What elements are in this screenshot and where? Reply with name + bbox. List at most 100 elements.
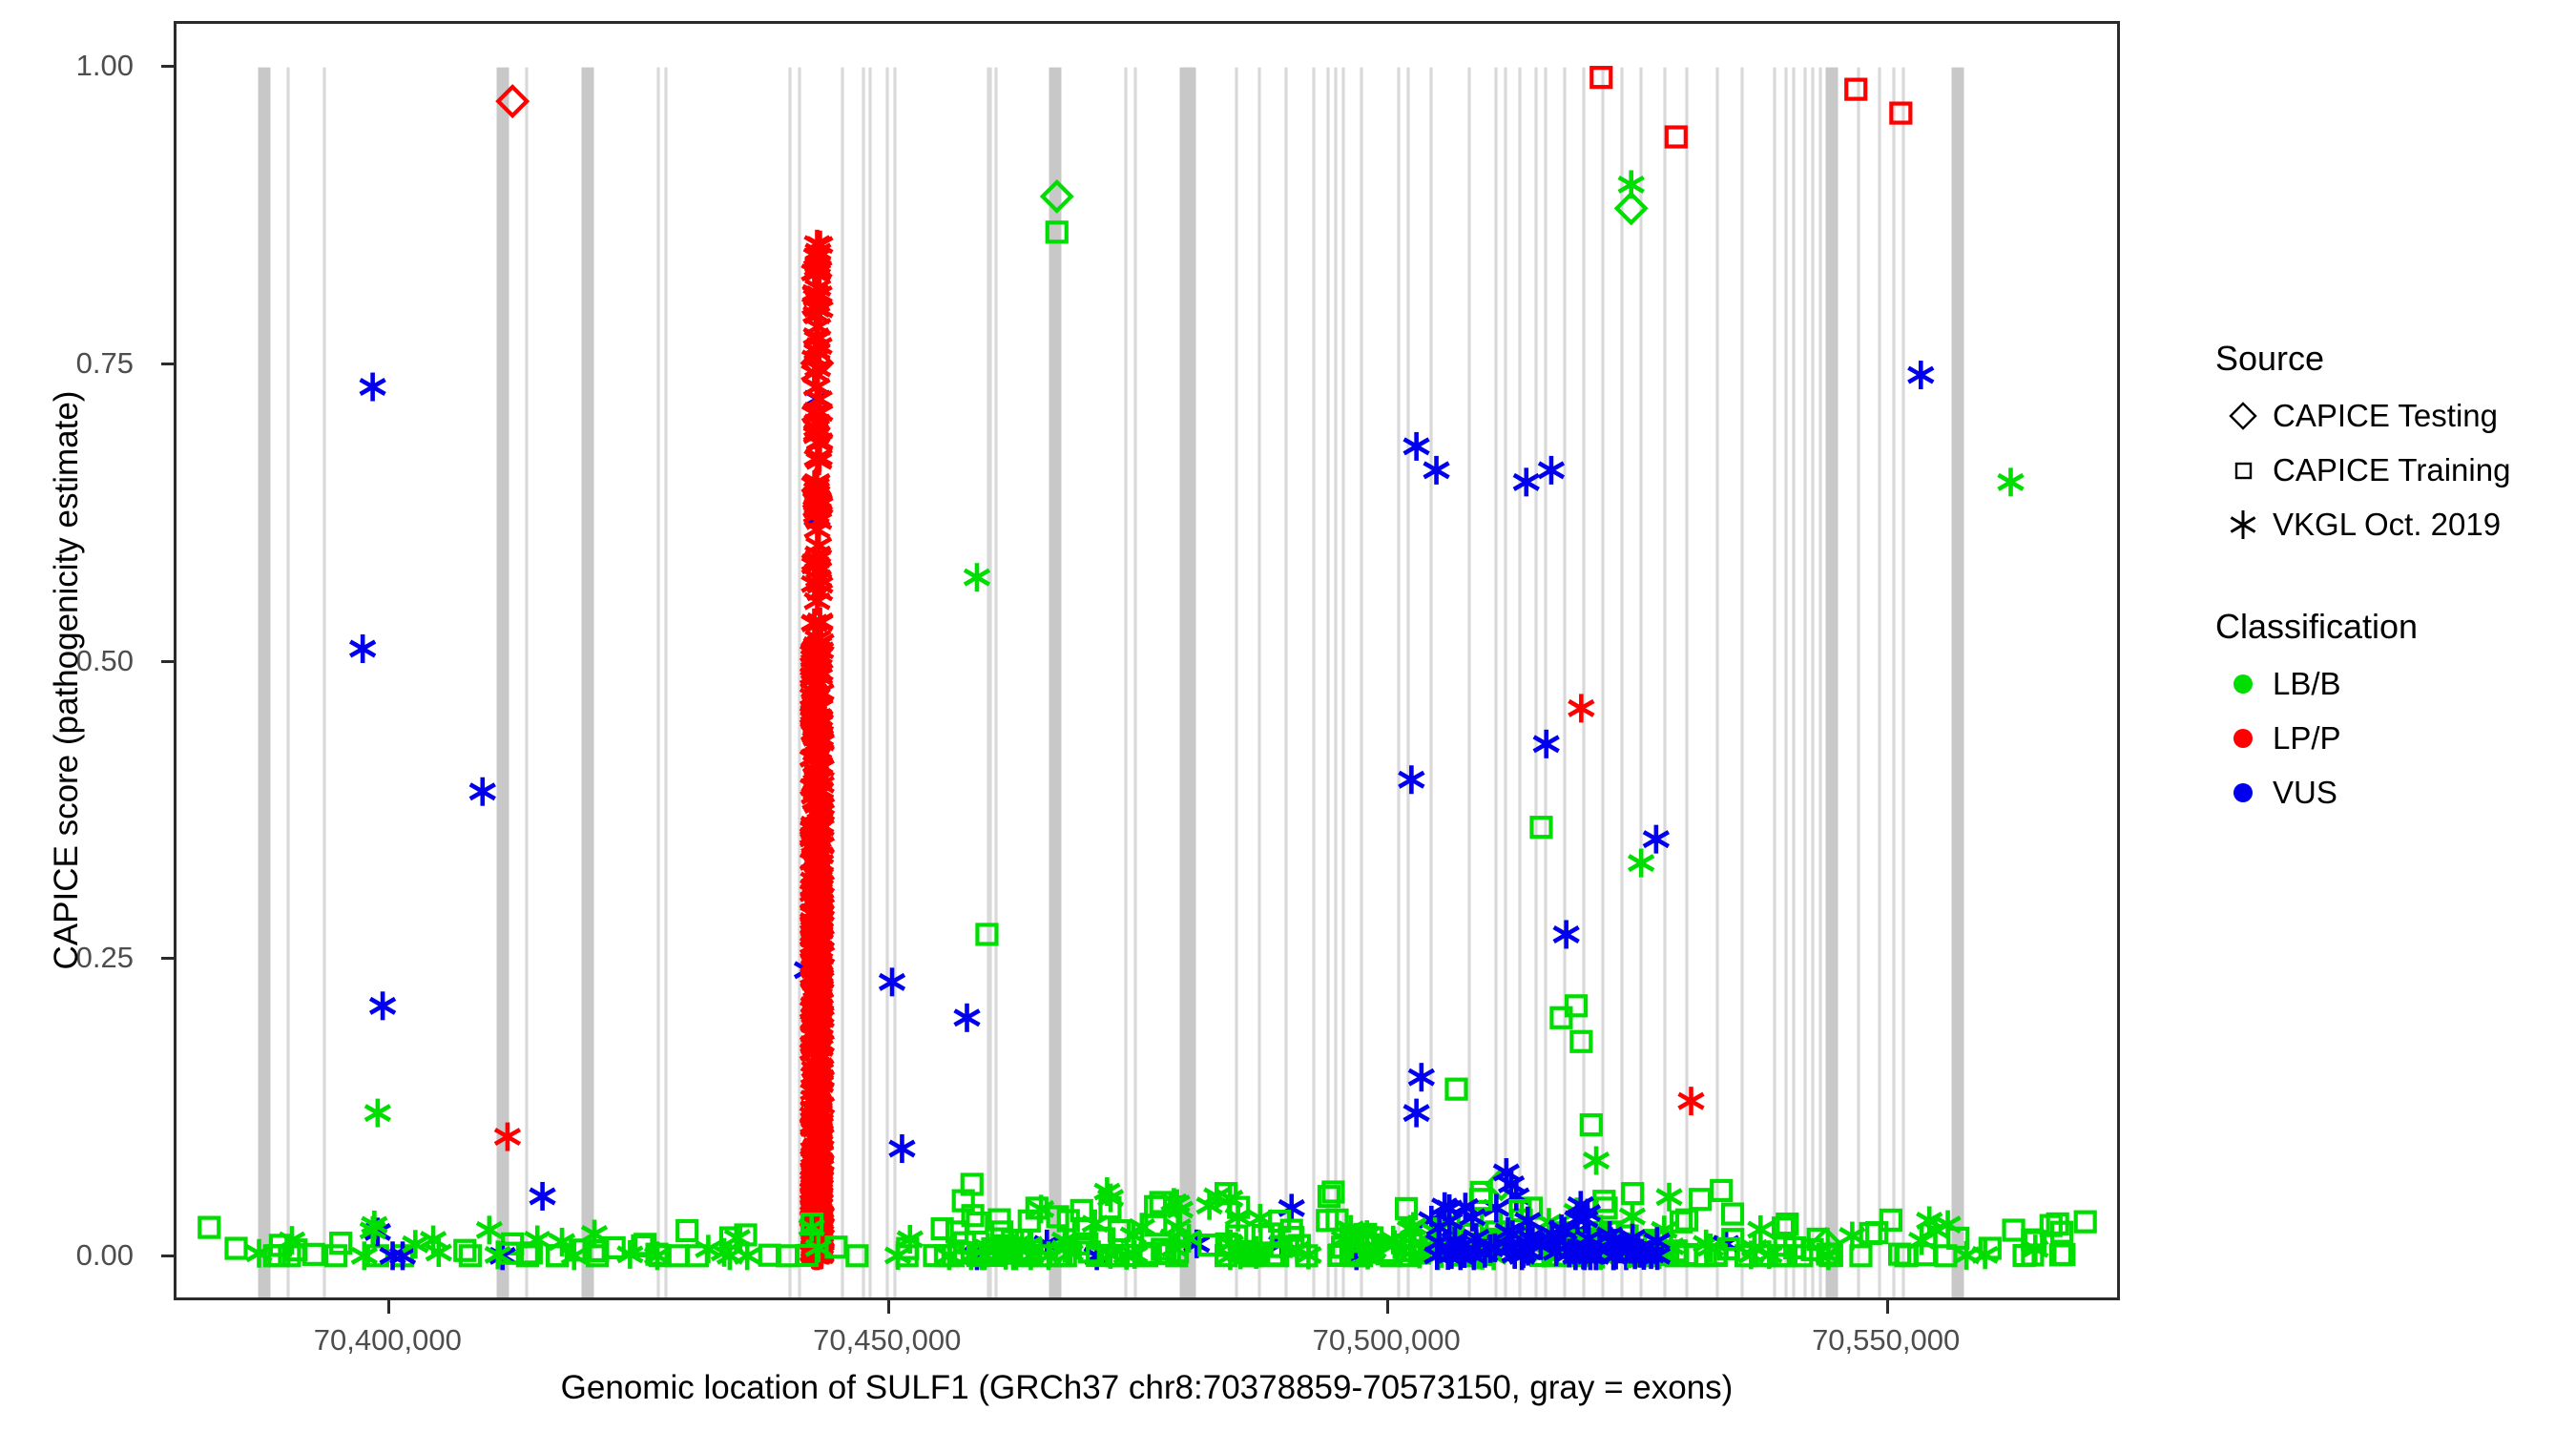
data-point-square — [634, 1233, 657, 1256]
exon-bar — [1257, 67, 1261, 1297]
data-point-asterisk — [953, 1003, 981, 1032]
data-point-asterisk — [388, 1241, 417, 1271]
data-point-asterisk — [807, 1057, 835, 1087]
exon-bar — [1773, 67, 1776, 1297]
data-point-square — [1166, 1240, 1190, 1264]
data-point-asterisk — [1295, 1240, 1322, 1270]
exon-bar — [1326, 67, 1330, 1297]
data-point-asterisk — [1459, 1202, 1486, 1232]
exon-bar — [1878, 67, 1881, 1297]
data-point-asterisk — [1431, 1192, 1459, 1221]
exon-bar — [1504, 67, 1507, 1297]
exon-bar — [1601, 67, 1605, 1297]
exon-bar — [893, 67, 897, 1297]
exon-bar — [1133, 67, 1137, 1297]
data-point-square — [1444, 1077, 1468, 1101]
data-point-asterisk — [805, 428, 833, 458]
data-point-diamond — [495, 84, 530, 119]
exon-bar — [798, 67, 801, 1297]
legend-item-vkgl[interactable]: VKGL Oct. 2019 — [2213, 497, 2566, 551]
data-point-square — [1849, 1244, 1873, 1268]
data-point-square — [1693, 1244, 1717, 1268]
exon-bar — [841, 67, 844, 1297]
exon-bar — [1341, 67, 1345, 1297]
x-tick-label: 70,450,000 — [813, 1323, 962, 1357]
legend-label-vkgl: VKGL Oct. 2019 — [2273, 506, 2502, 542]
legend-item-lbb[interactable]: LB/B — [2213, 656, 2566, 711]
exon-bar — [1639, 67, 1643, 1297]
legend-item-capice-testing[interactable]: CAPICE Testing — [2213, 388, 2566, 443]
data-point-asterisk — [1916, 1206, 1943, 1235]
data-point-square — [1017, 1209, 1041, 1233]
y-axis-label: CAPICE score (pathogenicity estimate) — [48, 390, 85, 970]
data-point-square — [947, 1240, 971, 1264]
data-point-square — [1776, 1213, 1799, 1236]
y-tick-label: 0.25 — [75, 941, 134, 975]
data-point-asterisk — [1538, 1219, 1566, 1249]
data-point-asterisk — [806, 923, 834, 952]
data-point-asterisk — [800, 845, 828, 875]
exon-bar — [1715, 67, 1719, 1297]
data-point-asterisk — [800, 656, 828, 686]
data-point-asterisk — [963, 563, 991, 592]
y-tick-mark — [161, 64, 174, 68]
data-point-asterisk — [1582, 1146, 1610, 1175]
data-point-asterisk — [1028, 1194, 1055, 1224]
y-tick-label: 0.50 — [75, 643, 134, 677]
exon-bar — [1811, 67, 1815, 1297]
data-point-square — [586, 1238, 610, 1263]
data-point-square — [987, 1208, 1011, 1232]
exon-bar — [1825, 67, 1839, 1297]
data-point-square — [1327, 1243, 1351, 1268]
data-point-asterisk — [1093, 1177, 1121, 1207]
data-point-asterisk — [1564, 1205, 1591, 1234]
legend-label-lpp: LP/P — [2273, 719, 2341, 756]
data-point-asterisk — [1997, 467, 2025, 497]
exon-bar — [1563, 67, 1567, 1297]
legend-classification-title: Classification — [2215, 607, 2419, 646]
exon-bar — [1784, 67, 1788, 1297]
data-point-square — [1978, 1236, 2002, 1260]
data-point-asterisk — [1543, 1237, 1570, 1267]
y-tick-mark — [161, 957, 174, 961]
x-tick-label: 70,550,000 — [1812, 1323, 1961, 1357]
x-tick-label: 70,500,000 — [1312, 1323, 1461, 1357]
legend: Source CAPICE Testing CAPICE Training — [2213, 339, 2566, 819]
exon-bar — [1406, 67, 1410, 1297]
data-point-asterisk — [723, 1223, 751, 1253]
data-point-asterisk — [1552, 920, 1580, 949]
data-point-asterisk — [1398, 765, 1425, 795]
exon-bar — [1334, 67, 1338, 1297]
legend-item-vus[interactable]: VUS — [2213, 765, 2566, 819]
data-point-square — [1720, 1202, 1745, 1226]
filled-circle-icon — [2213, 769, 2273, 817]
data-point-square — [1529, 816, 1553, 840]
y-tick-mark — [161, 659, 174, 663]
legend-label-capice-testing: CAPICE Testing — [2273, 397, 2498, 433]
data-point-square — [930, 1217, 954, 1241]
data-point-asterisk — [1971, 1240, 1999, 1270]
data-point-asterisk — [1570, 1241, 1598, 1271]
legend-item-capice-training[interactable]: CAPICE Training — [2213, 443, 2566, 497]
data-point-diamond — [1039, 178, 1074, 214]
exon-bar — [988, 67, 992, 1297]
data-point-square — [979, 1241, 1003, 1265]
data-point-square — [758, 1243, 781, 1267]
data-point-asterisk — [802, 877, 831, 906]
exon-bar — [1857, 67, 1860, 1297]
data-point-square — [1114, 1244, 1138, 1268]
data-point-square — [1865, 1221, 1889, 1245]
data-point-asterisk — [1128, 1213, 1155, 1242]
exon-bar — [1494, 67, 1498, 1297]
data-point-square — [1056, 1209, 1080, 1233]
exon-bar — [656, 67, 660, 1297]
data-point-square — [1321, 1180, 1345, 1204]
data-point-square — [1077, 1240, 1101, 1264]
data-point-square — [1393, 1233, 1417, 1257]
legend-label-lbb: LB/B — [2273, 665, 2341, 701]
data-point-asterisk — [801, 486, 829, 515]
data-point-asterisk — [1576, 1241, 1605, 1271]
data-point-asterisk — [402, 1230, 429, 1259]
data-point-asterisk — [1655, 1182, 1683, 1212]
legend-item-lpp[interactable]: LP/P — [2213, 711, 2566, 765]
